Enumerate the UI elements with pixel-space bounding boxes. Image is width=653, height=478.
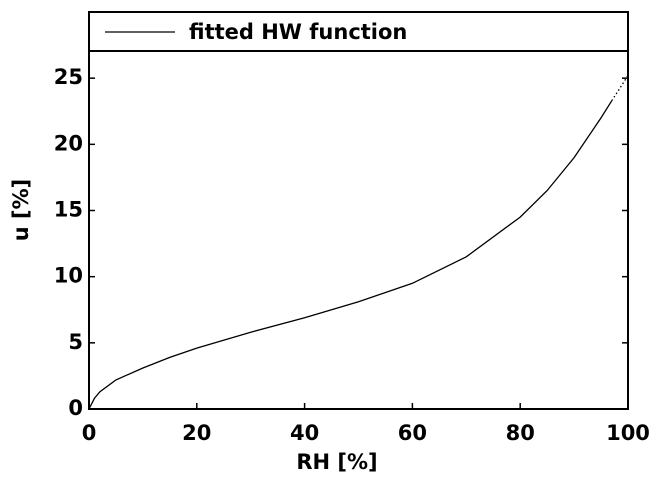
line-series xyxy=(88,100,613,410)
y-tick-label: 20 xyxy=(54,131,83,155)
x-axis-label: RH [%] xyxy=(296,450,377,474)
x-tick-label: 80 xyxy=(506,421,535,445)
y-tick-label: 25 xyxy=(54,65,83,89)
x-tick-label: 20 xyxy=(182,421,211,445)
x-tick-label: 0 xyxy=(82,421,97,445)
x-tick-label: 100 xyxy=(606,421,650,445)
y-tick-label: 0 xyxy=(68,396,83,420)
x-tick-label: 40 xyxy=(290,421,319,445)
line-series xyxy=(611,75,629,102)
y-tick-label: 5 xyxy=(68,330,83,354)
plot-frame xyxy=(88,11,629,410)
x-tick-label: 60 xyxy=(398,421,427,445)
legend-box xyxy=(88,11,629,52)
y-axis-label: u [%] xyxy=(9,179,33,242)
y-tick-label: 15 xyxy=(54,198,83,222)
legend-label: fitted HW function xyxy=(189,20,407,44)
y-tick-label: 10 xyxy=(54,264,83,288)
